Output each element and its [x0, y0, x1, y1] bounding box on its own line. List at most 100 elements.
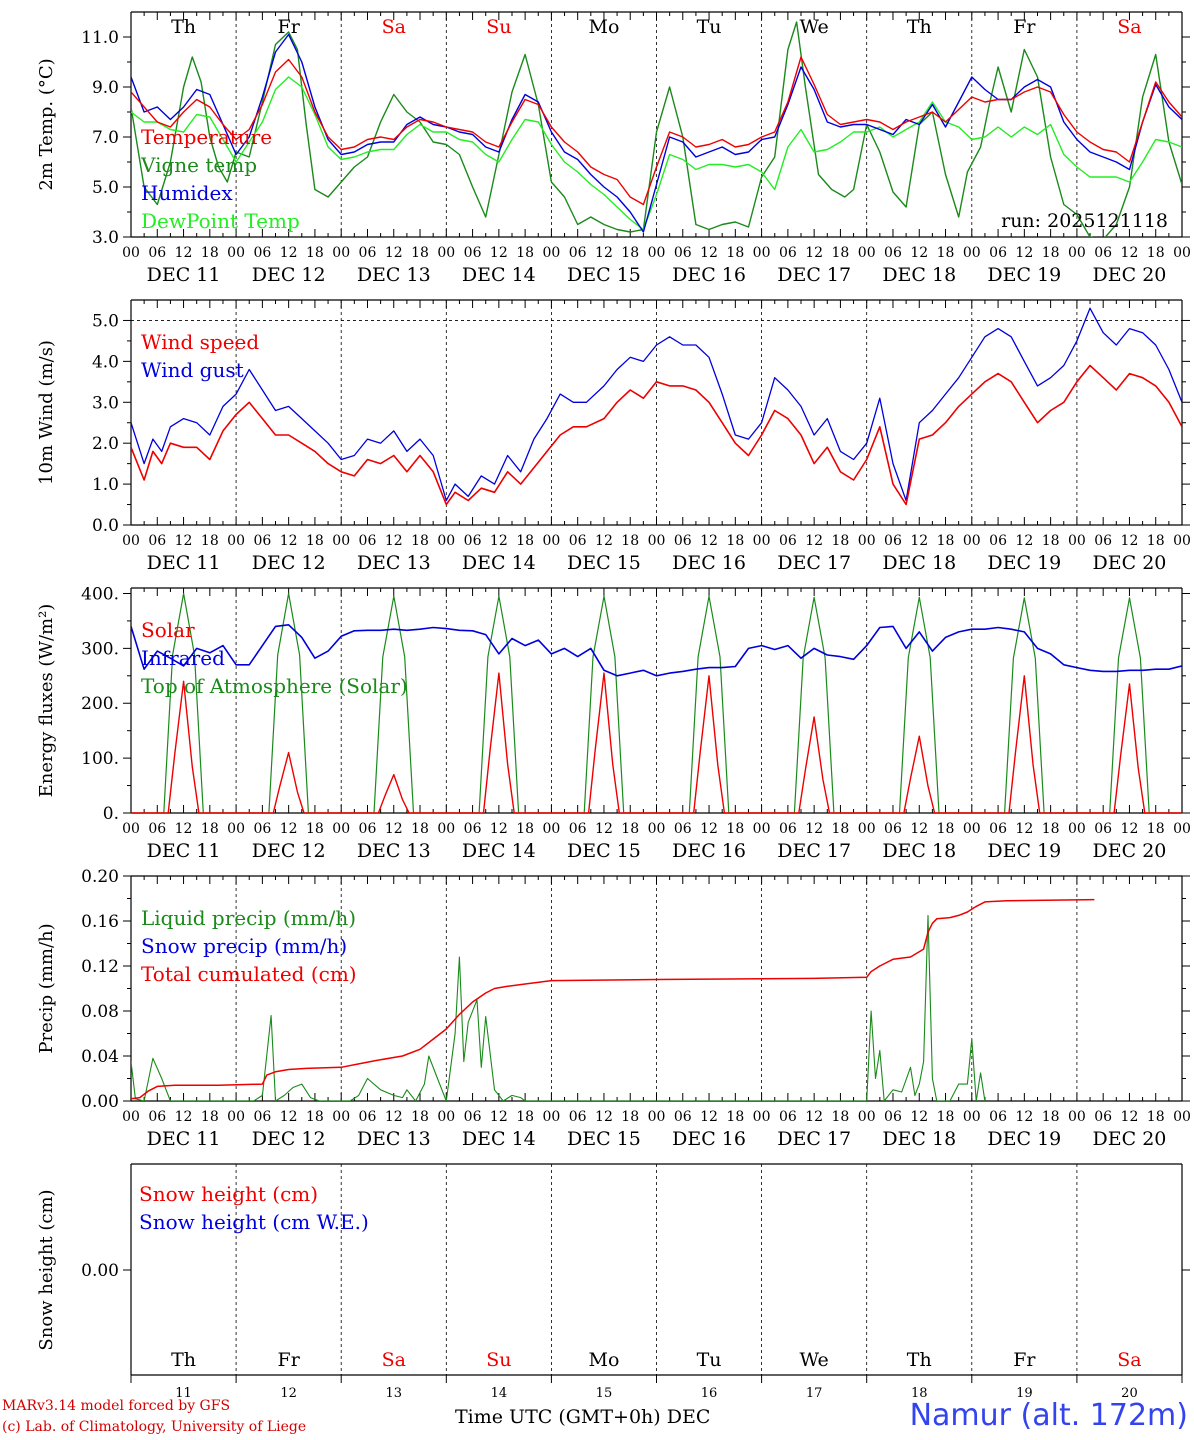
energy-hour-label: 06	[884, 821, 902, 837]
precip-hour-label: 00	[858, 1109, 876, 1125]
wind-hour-label: 00	[332, 533, 350, 549]
temp-hour-label: 00	[122, 245, 140, 261]
temp-date-label: DEC 15	[567, 264, 641, 286]
wind-hour-label: 12	[700, 533, 718, 549]
precip-y-tick-label: 0.00	[81, 1092, 119, 1112]
wind-hour-label: 18	[411, 533, 429, 549]
temp-hour-label: 00	[753, 245, 771, 261]
snow-y-axis-title: Snow height (cm)	[36, 1189, 57, 1350]
day-number-bottom: 16	[701, 1386, 718, 1401]
energy-hour-label: 18	[516, 821, 534, 837]
wind-hour-label: 18	[1042, 533, 1060, 549]
energy-date-label: DEC 20	[1093, 840, 1167, 862]
snow-legend-entry: Snow height (cm W.E.)	[139, 1210, 369, 1234]
precip-hour-label: 12	[280, 1109, 298, 1125]
day-abbr-bottom: Th	[907, 1349, 932, 1371]
wind-hour-label: 06	[674, 533, 692, 549]
day-abbr-bottom: Sa	[1117, 1349, 1141, 1371]
wind-hour-label: 12	[595, 533, 613, 549]
temp-hour-label: 18	[621, 245, 639, 261]
temp-series-line	[131, 76, 1182, 231]
day-abbr-bottom: Fr	[1013, 1349, 1036, 1371]
wind-date-label: DEC 12	[252, 552, 326, 574]
temp-y-tick-label: 9.0	[92, 78, 119, 98]
energy-hour-label: 12	[1015, 821, 1033, 837]
wind-y-tick-label: 2.0	[92, 434, 119, 454]
precip-date-label: DEC 20	[1093, 1128, 1167, 1150]
day-abbr-top: Fr	[1013, 16, 1036, 38]
temp-hour-label: 00	[332, 245, 350, 261]
infrared-line	[131, 623, 1182, 677]
energy-hour-label: 18	[726, 821, 744, 837]
precip-date-label: DEC 12	[252, 1128, 326, 1150]
wind-hour-label: 00	[963, 533, 981, 549]
temp-hour-label: 12	[910, 245, 928, 261]
precip-hour-label: 12	[175, 1109, 193, 1125]
precip-hour-label: 18	[726, 1109, 744, 1125]
wind-hour-label: 18	[306, 533, 324, 549]
temp-legend-entry: DewPoint Temp	[141, 209, 300, 233]
precip-hour-label: 06	[779, 1109, 797, 1125]
energy-hour-label: 06	[359, 821, 377, 837]
wind-legend-entry: Wind gust	[141, 358, 244, 382]
temp-hour-label: 00	[542, 245, 560, 261]
energy-hour-label: 12	[280, 821, 298, 837]
lab-credit: (c) Lab. of Climatology, University of L…	[2, 1419, 307, 1435]
wind-hour-label: 18	[201, 533, 219, 549]
temp-hour-label: 06	[1094, 245, 1112, 261]
temp-hour-label: 18	[516, 245, 534, 261]
day-number-bottom: 20	[1121, 1386, 1138, 1401]
temp-hour-label: 18	[832, 245, 850, 261]
energy-hour-label: 00	[332, 821, 350, 837]
temp-date-label: DEC 16	[672, 264, 746, 286]
precip-hour-label: 00	[332, 1109, 350, 1125]
temp-hour-label: 06	[569, 245, 587, 261]
day-abbr-top: Tu	[697, 16, 722, 38]
wind-hour-label: 12	[490, 533, 508, 549]
temp-hour-label: 18	[726, 245, 744, 261]
precip-hour-label: 12	[910, 1109, 928, 1125]
energy-date-label: DEC 18	[882, 840, 956, 862]
day-abbr-bottom: Fr	[278, 1349, 301, 1371]
day-abbr-top: Sa	[1117, 16, 1141, 38]
energy-y-axis-title: Energy fluxes (W/m²)	[36, 604, 57, 798]
precip-hour-label: 06	[464, 1109, 482, 1125]
temp-hour-label: 18	[306, 245, 324, 261]
energy-hour-label: 06	[674, 821, 692, 837]
temp-hour-label: 06	[779, 245, 797, 261]
temp-y-tick-label: 7.0	[92, 128, 119, 148]
precip-hour-label: 06	[148, 1109, 166, 1125]
precip-hour-label: 00	[122, 1109, 140, 1125]
precip-hour-label: 18	[1147, 1109, 1165, 1125]
energy-hour-label: 06	[989, 821, 1007, 837]
wind-hour-label: 00	[753, 533, 771, 549]
x-axis-title-text: Time UTC (GMT+0h)	[455, 1406, 661, 1428]
precip-date-label: DEC 14	[462, 1128, 536, 1150]
energy-date-label: DEC 16	[672, 840, 746, 862]
temp-y-axis-title: 2m Temp. (°C)	[36, 58, 57, 190]
snow-legend-entry: Snow height (cm)	[139, 1182, 318, 1206]
precip-hour-label: 12	[595, 1109, 613, 1125]
temp-legend-entry: Temperature	[141, 125, 272, 149]
wind-date-label: DEC 20	[1093, 552, 1167, 574]
temp-legend-entry: Humidex	[141, 181, 233, 205]
wind-hour-label: 12	[1121, 533, 1139, 549]
solar-line	[131, 672, 1182, 813]
precip-hour-label: 06	[674, 1109, 692, 1125]
energy-hour-label: 06	[464, 821, 482, 837]
temp-date-label: DEC 17	[777, 264, 851, 286]
energy-hour-label: 18	[411, 821, 429, 837]
temp-hour-label: 00	[963, 245, 981, 261]
temp-hour-label: 00	[1068, 245, 1086, 261]
temp-hour-label: 12	[1015, 245, 1033, 261]
temp-date-label: DEC 18	[882, 264, 956, 286]
energy-hour-label: 12	[175, 821, 193, 837]
precip-hour-label: 18	[621, 1109, 639, 1125]
precip-date-label: DEC 19	[987, 1128, 1061, 1150]
day-abbr-top: Fr	[278, 16, 301, 38]
wind-hour-label: 12	[805, 533, 823, 549]
temp-hour-label: 18	[1147, 245, 1165, 261]
energy-y-tick-label: 100.	[81, 749, 119, 769]
day-number-bottom: 14	[491, 1386, 508, 1401]
liquid-precip-line	[131, 914, 986, 1101]
